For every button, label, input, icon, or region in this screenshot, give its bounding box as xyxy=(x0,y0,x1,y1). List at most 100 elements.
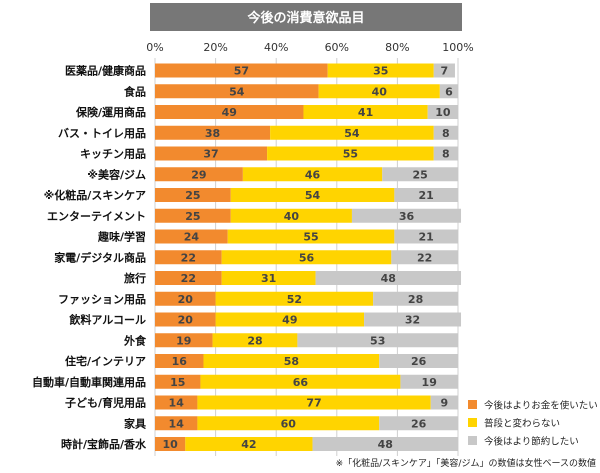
bar-segment-2 xyxy=(230,188,395,202)
bar-segment-3 xyxy=(433,146,458,161)
category-label: 旅行 xyxy=(124,271,146,285)
bar-segment-2 xyxy=(270,125,434,140)
legend-label: 普段と変わらない xyxy=(484,418,560,430)
data-label: 54 xyxy=(229,85,245,98)
data-label: 22 xyxy=(181,251,196,264)
data-label: 60 xyxy=(281,417,297,430)
bar-segment-3 xyxy=(391,250,458,265)
bar-segment-2 xyxy=(215,312,365,327)
category-label: 食品 xyxy=(124,84,146,98)
data-label: 22 xyxy=(181,272,196,285)
bar-segment-2 xyxy=(215,291,374,306)
bar-segment-3 xyxy=(379,416,458,431)
data-label: 55 xyxy=(343,148,358,161)
bar-segment-2 xyxy=(185,437,313,451)
bar-segment-1 xyxy=(155,333,213,348)
data-label: 36 xyxy=(399,210,415,223)
category-label: 趣味/学習 xyxy=(97,230,146,244)
bar-segment-3 xyxy=(312,437,458,451)
footnote: ※「化粧品/スキンケア」「美容/ジム」の数値は女性ベースの数値 xyxy=(336,457,596,469)
data-label: 41 xyxy=(358,106,373,119)
data-label: 66 xyxy=(293,376,309,389)
bar-segment-2 xyxy=(221,271,316,285)
bar-segment-1 xyxy=(155,416,198,431)
data-label: 48 xyxy=(378,438,393,451)
bar-segment-3 xyxy=(427,105,458,119)
category-label: 子ども/育児用品 xyxy=(65,396,146,410)
data-label: 42 xyxy=(241,438,256,451)
data-label: 46 xyxy=(305,168,321,181)
data-label: 25 xyxy=(185,210,200,223)
data-label: 24 xyxy=(184,231,200,244)
data-label: 55 xyxy=(303,231,318,244)
data-label: 28 xyxy=(247,334,262,347)
data-label: 16 xyxy=(172,355,188,368)
bar-segment-3 xyxy=(297,333,458,348)
bar-segment-3 xyxy=(315,271,462,285)
bar-segment-1 xyxy=(155,374,201,389)
data-label: 21 xyxy=(419,231,434,244)
data-label: 15 xyxy=(170,376,185,389)
data-label: 20 xyxy=(178,314,194,327)
data-label: 49 xyxy=(222,106,237,119)
bar-segment-2 xyxy=(203,354,380,368)
bar-segment-3 xyxy=(394,229,458,244)
bar-segment-1 xyxy=(155,395,198,410)
bar-segment-1 xyxy=(155,188,231,202)
data-label: 8 xyxy=(442,127,450,140)
data-label: 58 xyxy=(284,355,299,368)
data-label: 26 xyxy=(411,355,427,368)
category-label: 保険/運用商品 xyxy=(75,105,146,119)
bar-segment-1 xyxy=(155,291,216,306)
bar-segment-2 xyxy=(303,105,428,119)
category-label: ファッション用品 xyxy=(58,293,146,306)
data-label: 6 xyxy=(445,85,453,98)
category-label: バス・トイレ用品 xyxy=(58,127,146,140)
data-label: 56 xyxy=(299,251,315,264)
title-banner xyxy=(150,3,462,31)
bar-segment-1 xyxy=(155,208,231,223)
bar-segment-2 xyxy=(267,146,434,161)
data-label: 54 xyxy=(305,189,321,202)
data-label: 8 xyxy=(442,148,450,161)
data-label: 10 xyxy=(162,438,178,451)
data-label: 19 xyxy=(422,376,437,389)
data-label: 28 xyxy=(408,293,423,306)
legend-label: 今後はより節約したい xyxy=(484,436,579,448)
bar-segment-1 xyxy=(155,229,228,244)
bar-segment-2 xyxy=(200,374,401,389)
data-label: 7 xyxy=(441,65,449,78)
data-label: 21 xyxy=(419,189,434,202)
legend-swatch xyxy=(468,436,477,445)
bar-segment-1 xyxy=(155,125,271,140)
category-label: ※化粧品/スキンケア xyxy=(44,188,146,202)
chart-title: 今後の消費意欲品目 xyxy=(246,10,364,26)
category-label: 家電/デジタル商品 xyxy=(54,250,146,264)
data-label: 49 xyxy=(282,314,297,327)
data-label: 9 xyxy=(441,397,449,410)
bar-segment-1 xyxy=(155,63,328,78)
x-tick-label: 40% xyxy=(264,41,288,54)
data-label: 29 xyxy=(191,168,206,181)
bar-segment-2 xyxy=(318,84,440,99)
data-label: 25 xyxy=(412,168,427,181)
category-label: 自動車/自動車関連用品 xyxy=(32,375,146,389)
data-label: 77 xyxy=(306,397,321,410)
data-label: 35 xyxy=(373,65,388,78)
category-label: 医薬品/健康商品 xyxy=(65,64,146,78)
bar-segment-3 xyxy=(394,188,458,202)
category-label: 家具 xyxy=(124,416,146,430)
bar-segment-3 xyxy=(351,208,462,223)
bar-segment-1 xyxy=(155,312,216,327)
bar-segment-2 xyxy=(221,250,392,265)
bar-segment-1 xyxy=(155,250,222,265)
legend-label: 今後はよりお金を使いたい xyxy=(484,400,598,412)
bar-segment-1 xyxy=(155,84,319,99)
bar-segment-3 xyxy=(379,354,458,368)
data-label: 19 xyxy=(176,334,191,347)
bar-segment-3 xyxy=(364,312,462,327)
bar-segment-3 xyxy=(433,63,455,78)
x-tick-label: 60% xyxy=(325,41,349,54)
legend-swatch xyxy=(468,400,477,409)
bar-segment-1 xyxy=(155,271,222,285)
